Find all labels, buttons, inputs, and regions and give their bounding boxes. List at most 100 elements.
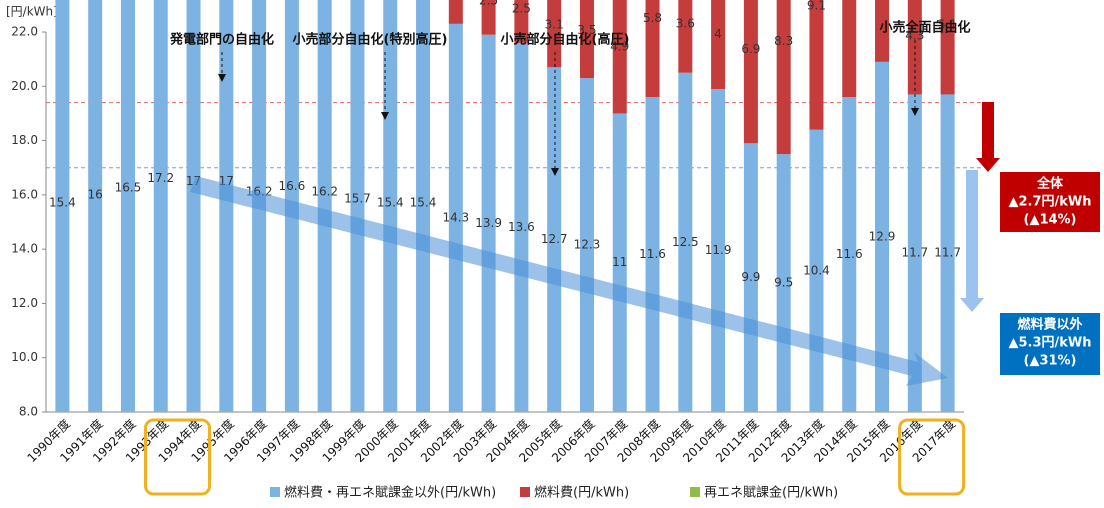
bar-segment bbox=[350, 0, 365, 412]
segment-label: 2.5 bbox=[479, 0, 498, 7]
bar-segment bbox=[776, 154, 791, 412]
segment-label: 16 bbox=[88, 187, 103, 201]
callout-text: (▲31%) bbox=[1024, 354, 1077, 369]
segment-label: 16.6 bbox=[279, 179, 306, 193]
bar-segment bbox=[448, 0, 463, 24]
bar-segment bbox=[907, 94, 922, 412]
segment-label: 12.3 bbox=[574, 238, 601, 252]
segment-label: 6.9 bbox=[741, 42, 760, 56]
callout-text: 全体 bbox=[1036, 176, 1064, 192]
segment-label: 12.7 bbox=[541, 232, 568, 246]
bar-segment bbox=[612, 113, 627, 412]
segment-label: 12.9 bbox=[869, 229, 896, 243]
bar-segment bbox=[678, 0, 693, 73]
bar-segment bbox=[416, 0, 431, 412]
bar-segment bbox=[743, 143, 758, 413]
legend-label: 再エネ賦課金(円/kWh) bbox=[704, 485, 838, 501]
bar-segment bbox=[317, 0, 332, 413]
callout-text: 燃料費以外 bbox=[1017, 317, 1082, 333]
bar-segment bbox=[711, 0, 726, 89]
y-tick-label: 14.0 bbox=[11, 242, 38, 256]
highlight-box bbox=[144, 418, 212, 496]
segment-label: 15.4 bbox=[377, 196, 404, 210]
segment-label: 11.9 bbox=[705, 243, 732, 257]
bar-segment bbox=[120, 0, 135, 413]
legend-swatch bbox=[690, 487, 700, 497]
highlight-box bbox=[898, 418, 966, 496]
y-tick-label: 10.0 bbox=[11, 350, 38, 364]
bar-segment bbox=[514, 0, 529, 43]
bar-segment bbox=[219, 0, 234, 412]
bar-segment bbox=[481, 34, 496, 412]
callout-text: ▲5.3円/kWh bbox=[1008, 336, 1091, 351]
bar-segment bbox=[940, 94, 955, 412]
segment-label: 16.5 bbox=[115, 181, 142, 195]
segment-label: 9.1 bbox=[807, 0, 826, 13]
bar-segment bbox=[153, 0, 168, 413]
bar-segment bbox=[678, 72, 693, 412]
y-tick-label: 8.0 bbox=[19, 405, 38, 419]
bar-segment bbox=[645, 0, 660, 98]
segment-label: 8.3 bbox=[774, 34, 793, 48]
segment-label: 4 bbox=[714, 27, 722, 41]
bar-segment bbox=[940, 0, 955, 95]
bar-segment bbox=[711, 89, 726, 412]
bar-segment bbox=[842, 0, 857, 98]
bar-segment bbox=[514, 42, 529, 412]
segment-label: 11.7 bbox=[901, 246, 928, 260]
legend-swatch bbox=[270, 487, 280, 497]
y-tick-label: 12.0 bbox=[11, 296, 38, 310]
bar-segment bbox=[481, 0, 496, 35]
bar-segment bbox=[809, 0, 824, 130]
segment-label: 15.7 bbox=[344, 191, 371, 205]
segment-label: 14.3 bbox=[442, 210, 469, 224]
bar-segment bbox=[579, 0, 594, 79]
segment-label: 13.9 bbox=[475, 216, 502, 230]
callout-box bbox=[1000, 313, 1100, 375]
annotation: 小売部分自由化(高圧) bbox=[501, 32, 630, 48]
y-tick-label: 16.0 bbox=[11, 187, 38, 201]
legend-label: 燃料費・再エネ賦課金以外(円/kWh) bbox=[284, 485, 496, 501]
bar-segment bbox=[88, 0, 103, 412]
legend-swatch bbox=[520, 487, 530, 497]
bar-segment bbox=[743, 0, 758, 144]
segment-label: 11.7 bbox=[934, 246, 961, 260]
segment-label: 16.2 bbox=[311, 185, 338, 199]
bar-segment bbox=[612, 0, 627, 114]
y-tick-label: 18.0 bbox=[11, 133, 38, 147]
segment-label: 15.4 bbox=[49, 196, 76, 210]
segment-label: 13.6 bbox=[508, 220, 535, 234]
segment-label: 5.1 bbox=[938, 18, 957, 32]
segment-label: 11.6 bbox=[639, 247, 666, 261]
segment-label: 17.2 bbox=[147, 171, 174, 185]
segment-label: 4.9 bbox=[610, 39, 629, 53]
callout-text: (▲14%) bbox=[1024, 213, 1077, 228]
segment-label: 2.5 bbox=[512, 1, 531, 15]
segment-label: 9.5 bbox=[774, 276, 793, 290]
bar-segment bbox=[186, 0, 201, 412]
red-arrow bbox=[976, 102, 1000, 172]
legend-label: 燃料費(円/kWh) bbox=[534, 485, 629, 501]
bar-segment bbox=[383, 0, 398, 412]
segment-label: 3.5 bbox=[577, 23, 596, 37]
segment-label: 5.8 bbox=[643, 11, 662, 25]
segment-label: 4.3 bbox=[905, 29, 924, 43]
segment-label: 12.5 bbox=[672, 235, 699, 249]
bar-segment bbox=[579, 78, 594, 413]
y-tick-label: 20.0 bbox=[11, 79, 38, 93]
bar-segment bbox=[645, 97, 660, 413]
bar-segment bbox=[776, 0, 791, 155]
callout-text: ▲2.7円/kWh bbox=[1008, 195, 1091, 210]
bar-segment bbox=[875, 0, 890, 62]
annotation: 小売全面自由化 bbox=[879, 20, 970, 36]
annotation: 発電部門の自由化 bbox=[169, 32, 274, 48]
segment-label: 11 bbox=[612, 255, 627, 269]
segment-label: 3.6 bbox=[676, 16, 695, 30]
segment-label: 3.1 bbox=[545, 18, 564, 32]
bar-segment bbox=[547, 0, 562, 68]
segment-label: 10.4 bbox=[803, 263, 830, 277]
segment-label: 15.4 bbox=[410, 196, 437, 210]
segment-label: 9.9 bbox=[741, 270, 760, 284]
bar-segment bbox=[842, 97, 857, 413]
